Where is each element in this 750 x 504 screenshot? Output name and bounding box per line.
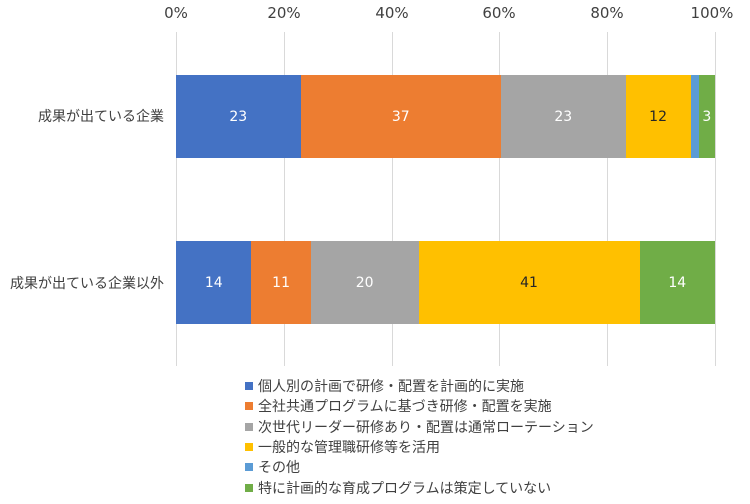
legend-swatch-icon — [245, 463, 253, 472]
legend-item: 次世代リーダー研修あり・配置は通常ローテーション — [245, 417, 594, 437]
stacked-bar: 14 11 20 41 14 — [176, 241, 715, 324]
legend-swatch-icon — [245, 382, 253, 391]
gridline — [499, 32, 500, 366]
bar-segment: 11 — [251, 241, 311, 324]
category-label: 成果が出ている企業 — [38, 109, 164, 125]
legend-item: 個人別の計画で研修・配置を計画的に実施 — [245, 376, 594, 396]
legend-label: 個人別の計画で研修・配置を計画的に実施 — [258, 379, 524, 396]
x-tick-label: 100% — [690, 4, 734, 22]
category-label: 成果が出ている企業以外 — [10, 276, 164, 292]
gridline — [284, 32, 285, 366]
bar-segment: 14 — [639, 241, 715, 324]
legend-item: 特に計画的な育成プログラムは策定していない — [245, 477, 594, 497]
gridline — [392, 32, 393, 366]
bar-segment: 23 — [176, 75, 301, 158]
legend-label: 次世代リーダー研修あり・配置は通常ローテーション — [258, 419, 594, 436]
legend-item: 全社共通プログラムに基づき研修・配置を実施 — [245, 396, 594, 416]
gridline — [607, 32, 608, 366]
gridline — [715, 32, 716, 366]
legend: 個人別の計画で研修・配置を計画的に実施全社共通プログラムに基づき研修・配置を実施… — [245, 376, 594, 498]
legend-label: その他 — [258, 460, 300, 477]
bar-segment: 20 — [310, 241, 419, 324]
x-tick-label: 60% — [482, 4, 516, 22]
legend-item: その他 — [245, 457, 594, 477]
bar-segment: 14 — [176, 241, 252, 324]
legend-swatch-icon — [245, 422, 253, 431]
x-tick-label: 0% — [164, 4, 188, 22]
legend-swatch-icon — [245, 443, 253, 452]
bar-segment: 3 — [698, 75, 715, 158]
legend-label: 一般的な管理職研修等を活用 — [258, 440, 440, 457]
x-tick-label: 40% — [375, 4, 409, 22]
x-tick-label: 80% — [590, 4, 624, 22]
stacked-bar: 23 37 23 12 3 — [176, 75, 715, 158]
bar-segment — [690, 75, 699, 158]
legend-label: 全社共通プログラムに基づき研修・配置を実施 — [258, 399, 552, 416]
x-tick-label: 20% — [267, 4, 301, 22]
legend-swatch-icon — [245, 483, 253, 492]
bar-segment: 41 — [418, 241, 640, 324]
legend-label: 特に計画的な育成プログラムは策定していない — [258, 480, 552, 497]
bar-segment: 23 — [501, 75, 626, 158]
bar-segment: 37 — [300, 75, 501, 158]
legend-item: 一般的な管理職研修等を活用 — [245, 437, 594, 457]
gridline — [176, 32, 177, 366]
legend-swatch-icon — [245, 402, 253, 411]
bar-segment: 12 — [625, 75, 691, 158]
